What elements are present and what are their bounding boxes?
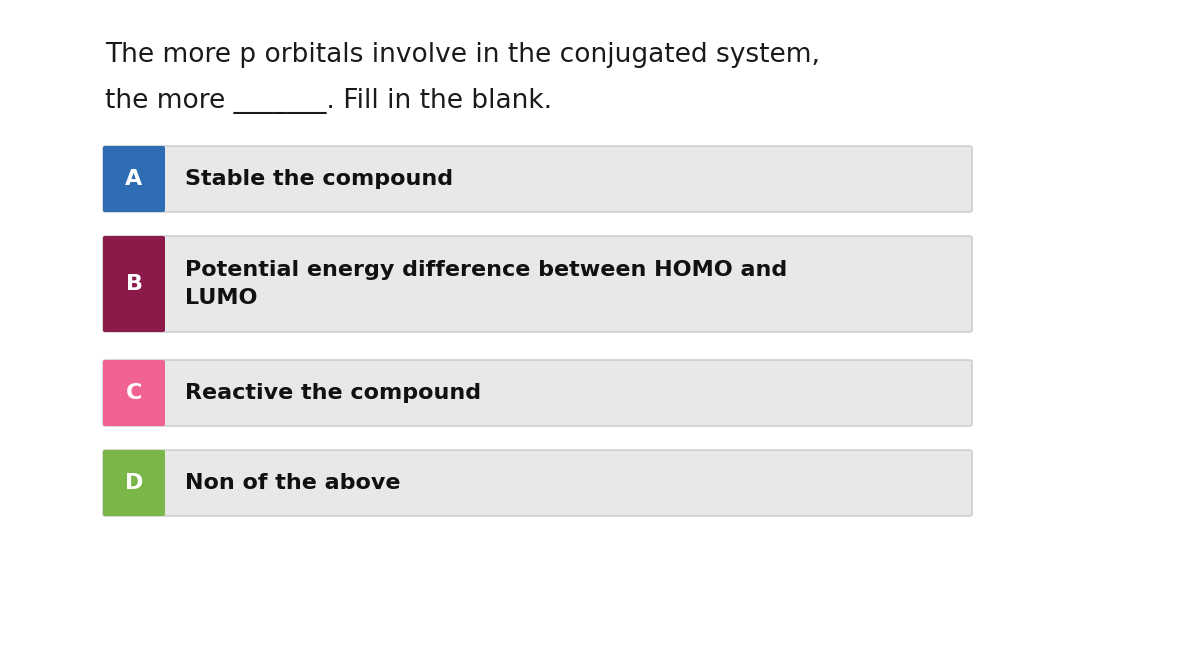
- FancyBboxPatch shape: [103, 236, 972, 332]
- Text: the more _______. Fill in the blank.: the more _______. Fill in the blank.: [106, 88, 552, 114]
- Text: C: C: [126, 383, 142, 403]
- FancyBboxPatch shape: [103, 360, 166, 426]
- Text: A: A: [125, 169, 143, 189]
- Text: Potential energy difference between HOMO and
LUMO: Potential energy difference between HOMO…: [185, 260, 787, 308]
- Text: Non of the above: Non of the above: [185, 473, 401, 493]
- Text: D: D: [125, 473, 143, 493]
- FancyBboxPatch shape: [103, 146, 166, 212]
- FancyBboxPatch shape: [103, 146, 972, 212]
- Text: The more p orbitals involve in the conjugated system,: The more p orbitals involve in the conju…: [106, 42, 820, 68]
- Text: Reactive the compound: Reactive the compound: [185, 383, 481, 403]
- FancyBboxPatch shape: [103, 360, 972, 426]
- FancyBboxPatch shape: [103, 450, 166, 516]
- FancyBboxPatch shape: [103, 450, 972, 516]
- FancyBboxPatch shape: [103, 236, 166, 332]
- Text: Stable the compound: Stable the compound: [185, 169, 454, 189]
- Text: B: B: [126, 274, 143, 294]
